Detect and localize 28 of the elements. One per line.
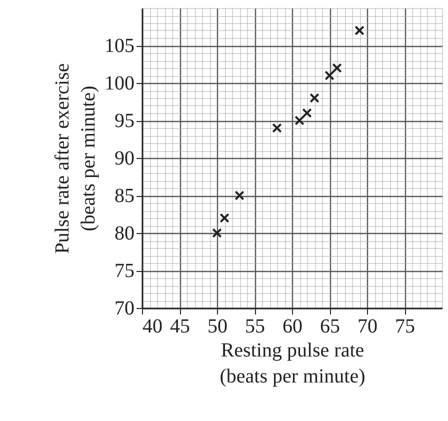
- x-tick-label: 70: [358, 316, 378, 338]
- y-tick-label: 75: [114, 260, 134, 282]
- x-tick-label: 45: [170, 316, 190, 338]
- point: [212, 228, 222, 238]
- point: [272, 123, 282, 133]
- y-tick-label: 90: [114, 148, 134, 170]
- point: [310, 93, 320, 103]
- y-tick-label: 100: [104, 72, 134, 94]
- x-tick-label: 50: [208, 316, 228, 338]
- y-tick-label: 105: [104, 35, 134, 57]
- x-tick-label: 60: [282, 316, 302, 338]
- x-tick-label: 55: [245, 316, 265, 338]
- y-tick-label: 95: [114, 110, 134, 132]
- point: [332, 63, 342, 73]
- y-tick-label: 80: [114, 222, 134, 244]
- point: [302, 108, 312, 118]
- y-axis-title: Pulse rate after exercise (beats per minute): [52, 63, 100, 254]
- y-tick-label: 85: [114, 185, 134, 207]
- point: [234, 190, 244, 200]
- point: [354, 26, 364, 36]
- x-tick-label: 40: [142, 316, 162, 338]
- y-tick-label: 70: [114, 298, 134, 320]
- x-axis-title: Resting pulse rate (beats per minute): [220, 340, 366, 388]
- x-tick-label: 65: [320, 316, 340, 338]
- point: [220, 213, 230, 223]
- point: [324, 70, 334, 80]
- point: [294, 116, 304, 126]
- x-tick-label: 75: [395, 316, 415, 338]
